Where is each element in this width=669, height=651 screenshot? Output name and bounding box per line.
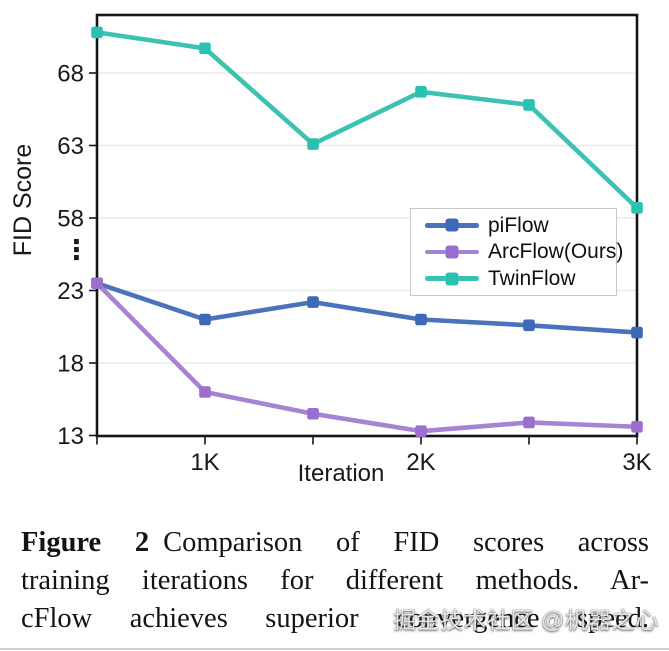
series-marker-piflow — [415, 313, 427, 326]
page-bottom-divider — [0, 648, 669, 650]
series-line-piflow — [94, 280, 640, 335]
x-tick-label: 2K — [406, 449, 435, 476]
series-marker-piflow — [307, 296, 319, 308]
y-tick-label: 58 — [57, 206, 84, 233]
series-marker-twinflow — [523, 99, 535, 111]
legend-swatch-line — [425, 272, 479, 286]
legend-swatch-marker — [445, 218, 459, 232]
chart-legend: piFlow ArcFlow(Ours) TwinFlow — [410, 208, 623, 296]
series-marker-arcflowours — [199, 386, 211, 398]
legend-item-arcflow: ArcFlow(Ours) — [425, 239, 623, 265]
legend-swatch-marker — [445, 272, 459, 286]
series-marker-twinflow — [91, 26, 103, 39]
plot-frame — [95, 13, 639, 438]
legend-label: TwinFlow — [488, 267, 576, 291]
series-marker-arcflowours — [91, 277, 103, 290]
y-tick-label: 68 — [57, 61, 84, 88]
series-marker-arcflowours — [307, 407, 319, 420]
caption-line-1: Figure 2 Comparison of FID scores across — [21, 524, 649, 562]
y-tick-label: 23 — [57, 278, 84, 305]
legend-swatch-line — [425, 245, 479, 259]
figure-label: Figure 2 — [21, 527, 150, 558]
x-tick-label: 1K — [190, 449, 219, 476]
y-tick-label: 13 — [57, 423, 84, 450]
series-marker-twinflow — [307, 138, 319, 150]
legend-label: ArcFlow(Ours) — [488, 240, 624, 264]
series-marker-arcflowours — [523, 416, 535, 429]
figure-caption: Figure 2 Comparison of FID scores across … — [21, 524, 649, 638]
y-tick-label: 18 — [57, 351, 84, 378]
series-marker-twinflow — [631, 202, 643, 214]
series-marker-twinflow — [199, 42, 211, 55]
series-marker-piflow — [631, 326, 643, 339]
legend-swatch-marker — [445, 245, 459, 259]
series-marker-piflow — [523, 319, 535, 332]
legend-swatch-line — [425, 218, 479, 232]
series-marker-arcflowours — [415, 425, 427, 437]
caption-text-1: Comparison of FID scores across — [163, 527, 650, 558]
y-axis-title: FID Score — [9, 144, 37, 257]
series-line-arcflowours — [94, 280, 640, 434]
x-tick-label: 3K — [622, 449, 651, 476]
series-line-twinflow — [94, 30, 640, 211]
caption-line-3: cFlow achieves superior convergence spee… — [21, 603, 649, 634]
y-tick-label: 63 — [57, 133, 84, 160]
watermark-text: 掘金技术社区 @机器之心 — [393, 607, 659, 633]
legend-item-twinflow: TwinFlow — [425, 266, 616, 292]
series-marker-piflow — [199, 313, 211, 326]
legend-label: piFlow — [488, 213, 549, 237]
series-marker-twinflow — [415, 86, 427, 98]
series-marker-arcflowours — [631, 421, 643, 433]
fid-line-chart: 58 63 68 13 18 23 ⋮ 1K 2K 3K Iteration FID Score — [9, 13, 652, 487]
x-axis-title: Iteration — [298, 460, 385, 487]
axis-break-ellipsis: ⋮ — [63, 235, 90, 265]
caption-line-2: training iterations for different method… — [21, 565, 649, 596]
legend-item-piflow: piFlow — [425, 212, 616, 238]
